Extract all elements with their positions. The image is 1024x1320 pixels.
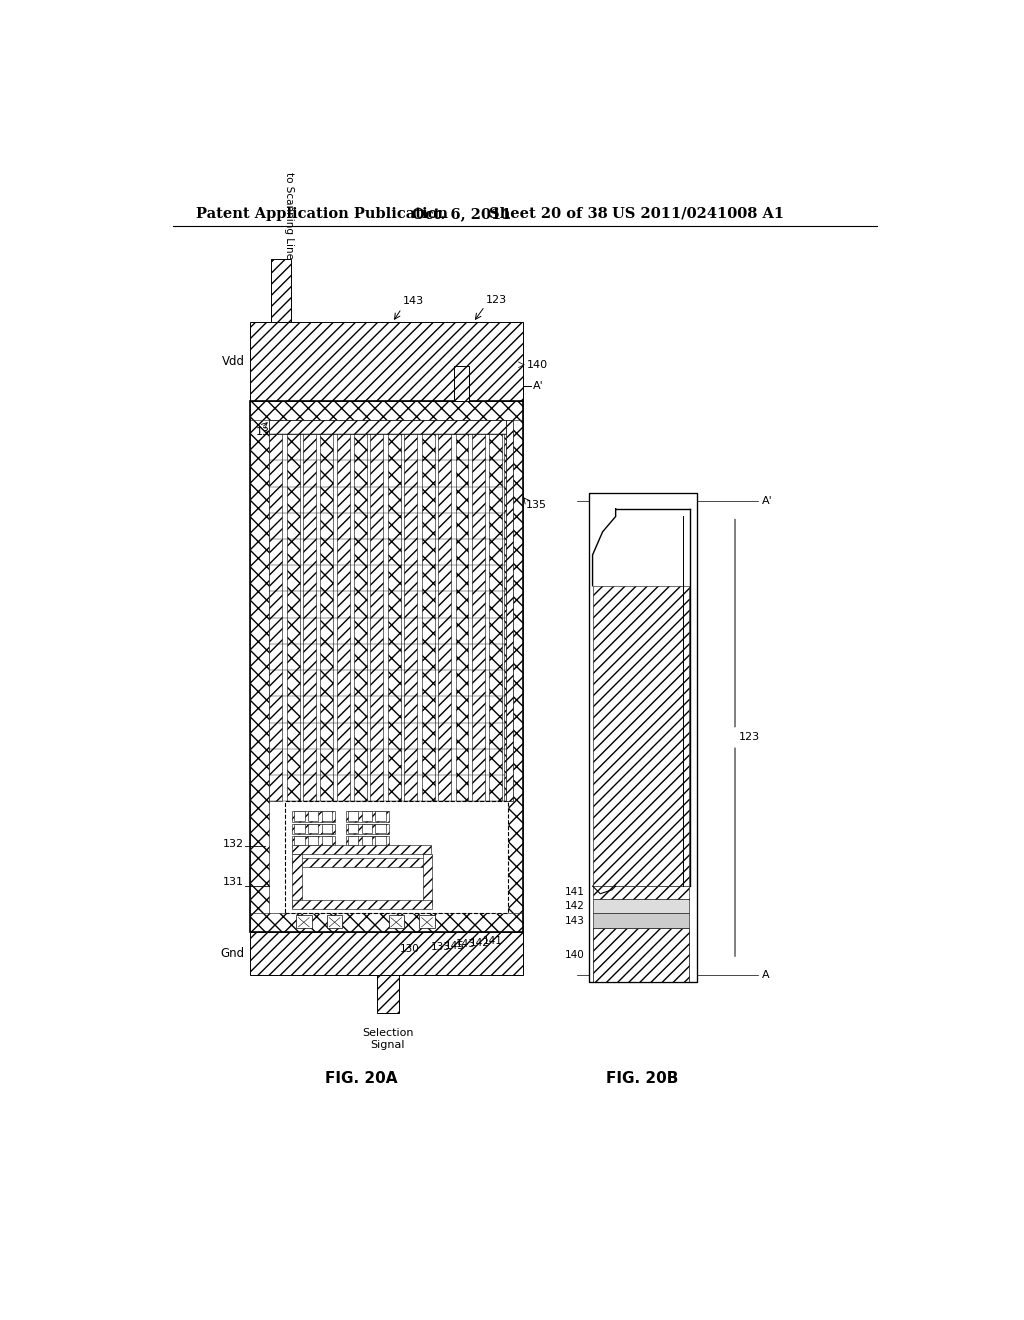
Text: 133: 133 [431, 942, 451, 952]
Bar [593, 913, 689, 928]
Bar [589, 494, 696, 982]
Bar [377, 974, 398, 1014]
Bar [321, 420, 334, 801]
Text: 143: 143 [565, 916, 585, 925]
Bar [294, 824, 304, 833]
Bar [593, 928, 689, 982]
Bar [322, 836, 333, 845]
Bar [285, 801, 508, 913]
Text: 142: 142 [469, 937, 489, 948]
Text: Patent Application Publication: Patent Application Publication [196, 207, 449, 220]
Bar [292, 858, 431, 867]
Bar [589, 494, 696, 982]
Bar [361, 836, 373, 845]
Bar [361, 812, 373, 821]
Bar [250, 913, 523, 932]
Bar [327, 915, 342, 928]
Bar [376, 812, 386, 821]
Bar [506, 420, 513, 801]
Bar [296, 915, 311, 928]
Bar [307, 836, 318, 845]
Text: Sheet 20 of 38: Sheet 20 of 38 [488, 207, 607, 220]
Text: FIG. 20A: FIG. 20A [326, 1071, 397, 1086]
Bar [292, 812, 335, 822]
Bar [472, 420, 484, 801]
Text: 130: 130 [400, 944, 420, 954]
Bar [422, 420, 434, 801]
Bar [456, 420, 468, 801]
Bar [292, 824, 335, 834]
Text: 143: 143 [403, 296, 424, 306]
Bar [269, 420, 282, 801]
Text: A': A' [532, 380, 544, 391]
Text: 142: 142 [565, 902, 585, 911]
Bar [361, 824, 373, 833]
Bar [489, 420, 502, 801]
Text: Selection
Signal: Selection Signal [362, 1028, 414, 1051]
Bar [271, 259, 292, 322]
Bar [348, 824, 358, 833]
Bar [504, 401, 523, 932]
Bar [438, 420, 451, 801]
Bar [294, 812, 304, 821]
Bar [388, 915, 403, 928]
Bar [269, 420, 506, 434]
Bar [593, 586, 689, 886]
Text: FIG. 20B: FIG. 20B [606, 1071, 679, 1086]
Bar [354, 420, 367, 801]
Bar [376, 836, 386, 845]
Bar [348, 836, 358, 845]
Bar [250, 932, 523, 974]
Bar [348, 812, 358, 821]
Text: Gnd: Gnd [220, 946, 245, 960]
Text: US 2011/0241008 A1: US 2011/0241008 A1 [611, 207, 784, 220]
Text: 140: 140 [526, 360, 548, 370]
Bar [292, 900, 432, 909]
Text: Oct. 6, 2011: Oct. 6, 2011 [412, 207, 511, 220]
Bar [307, 824, 318, 833]
Text: to Scanning Line: to Scanning Line [284, 172, 294, 259]
Text: Vdd: Vdd [221, 355, 245, 368]
Bar [287, 420, 300, 801]
Bar [250, 401, 523, 932]
Bar [307, 812, 318, 821]
Text: 141: 141 [565, 887, 585, 898]
Text: 135: 135 [525, 500, 547, 510]
Bar [419, 915, 435, 928]
Text: 123: 123 [739, 733, 760, 742]
Text: 131: 131 [223, 878, 244, 887]
Bar [250, 401, 269, 932]
Text: 143: 143 [456, 940, 475, 949]
Bar [250, 322, 523, 401]
Text: 145: 145 [444, 941, 465, 950]
Bar [346, 824, 388, 834]
Bar [346, 836, 388, 847]
Text: 140: 140 [565, 950, 585, 961]
Text: 132: 132 [222, 838, 244, 849]
Text: 134: 134 [256, 426, 278, 437]
Bar [322, 824, 333, 833]
Bar [322, 812, 333, 821]
Bar [337, 420, 349, 801]
Text: 123: 123 [486, 294, 508, 305]
Bar [292, 854, 301, 906]
Bar [423, 854, 432, 906]
Bar [388, 420, 400, 801]
Bar [346, 812, 388, 822]
Bar [292, 836, 335, 847]
Text: A': A' [762, 496, 773, 506]
Bar [294, 836, 304, 845]
Text: A: A [762, 970, 770, 979]
Bar [303, 420, 315, 801]
Bar [593, 886, 689, 899]
Bar [376, 824, 386, 833]
Bar [454, 367, 469, 401]
Bar [371, 420, 383, 801]
Bar [292, 845, 431, 854]
Bar [250, 401, 523, 420]
Bar [593, 899, 689, 913]
Bar [404, 420, 417, 801]
Text: 141: 141 [483, 936, 503, 946]
